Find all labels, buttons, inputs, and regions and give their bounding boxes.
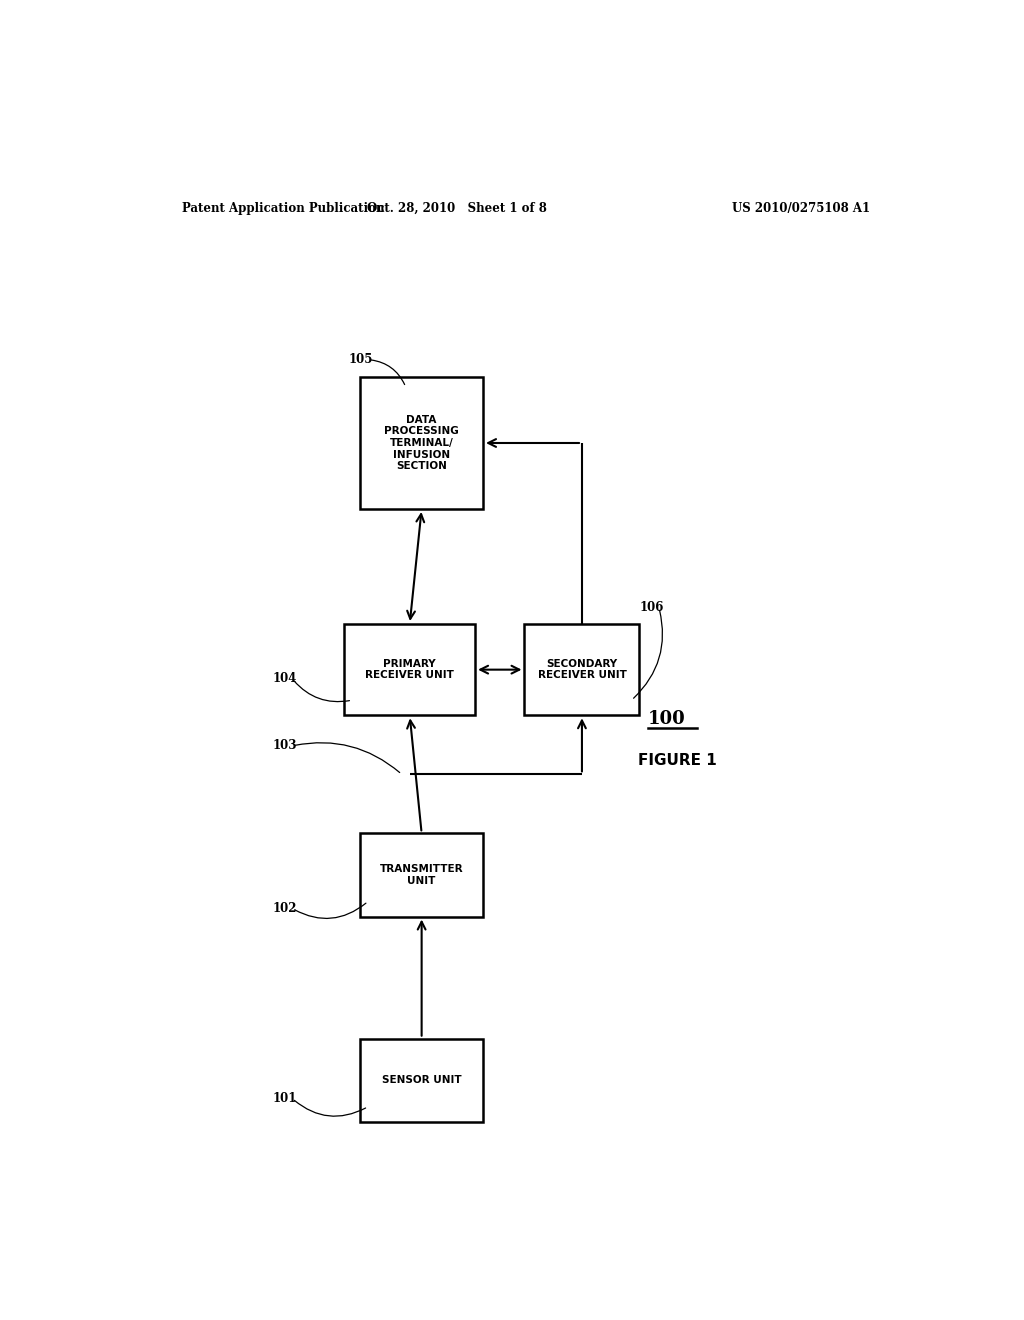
Text: FIGURE 1: FIGURE 1: [638, 752, 717, 768]
Text: 102: 102: [272, 902, 297, 915]
Text: TRANSMITTER
UNIT: TRANSMITTER UNIT: [380, 865, 464, 886]
Bar: [360, 1039, 483, 1122]
Text: Patent Application Publication: Patent Application Publication: [182, 202, 384, 215]
Text: DATA
PROCESSING
TERMINAL/
INFUSION
SECTION: DATA PROCESSING TERMINAL/ INFUSION SECTI…: [384, 414, 459, 471]
Text: 100: 100: [648, 710, 685, 727]
Text: SECONDARY
RECEIVER UNIT: SECONDARY RECEIVER UNIT: [538, 659, 627, 680]
Bar: [524, 624, 639, 715]
Bar: [344, 624, 475, 715]
Text: PRIMARY
RECEIVER UNIT: PRIMARY RECEIVER UNIT: [366, 659, 455, 680]
Text: 106: 106: [639, 601, 664, 614]
Text: Oct. 28, 2010   Sheet 1 of 8: Oct. 28, 2010 Sheet 1 of 8: [368, 202, 547, 215]
Bar: [360, 833, 483, 916]
Text: US 2010/0275108 A1: US 2010/0275108 A1: [732, 202, 870, 215]
Text: 103: 103: [272, 739, 297, 752]
Bar: [360, 378, 483, 510]
Text: SENSOR UNIT: SENSOR UNIT: [382, 1076, 462, 1085]
Text: 105: 105: [348, 354, 373, 366]
Text: 104: 104: [272, 672, 297, 685]
Text: 101: 101: [272, 1092, 297, 1105]
